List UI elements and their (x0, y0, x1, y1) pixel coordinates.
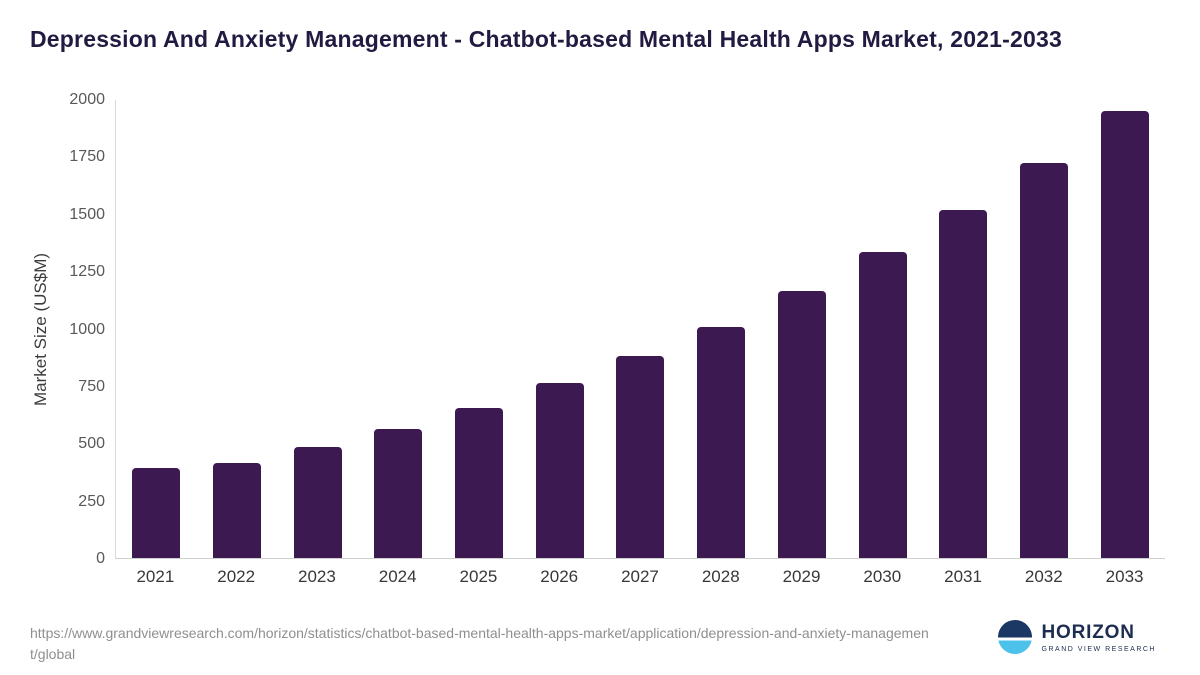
x-axis-label: 2024 (378, 567, 417, 586)
y-tick-label: 500 (78, 435, 105, 453)
bar-column (600, 100, 681, 558)
bar-column (358, 100, 439, 558)
y-tick-label: 1250 (69, 263, 105, 281)
y-tick-label: 750 (78, 377, 105, 395)
bar (293, 446, 342, 558)
bar-column (762, 100, 843, 558)
bar (858, 252, 907, 558)
x-axis-label: 2029 (782, 567, 821, 586)
y-axis-ticks: 0 250 500 750 1000 1250 1500 1750 2000 (0, 91, 105, 567)
horizon-logo-icon (997, 620, 1032, 654)
y-tick-label: 250 (78, 492, 105, 510)
y-tick-label: 1000 (69, 320, 105, 338)
bar-column (1084, 100, 1165, 558)
y-tick-label: 2000 (69, 91, 105, 108)
y-tick-label: 0 (96, 550, 105, 567)
bar (616, 356, 665, 558)
bar (1100, 111, 1149, 558)
x-axis-label: 2031 (944, 567, 982, 586)
y-tick-label: 1750 (69, 148, 105, 166)
bars (116, 100, 1165, 558)
bar (1019, 162, 1068, 558)
bar-column (842, 100, 923, 558)
bar-column (519, 100, 600, 558)
x-axis-label: 2027 (621, 567, 659, 586)
bar (132, 467, 181, 558)
plot-area (115, 100, 1165, 559)
y-tick-label: 1500 (69, 205, 105, 223)
x-axis-label: 2032 (1024, 567, 1063, 586)
bar-column (277, 100, 358, 558)
horizon-logo: HORIZON GRAND VIEW RESEARCH (997, 620, 1156, 654)
bar (374, 428, 423, 558)
bar-column (681, 100, 762, 558)
bar (939, 209, 988, 558)
x-axis-label: 2026 (540, 567, 579, 586)
bar (535, 382, 584, 558)
logo-text: HORIZON GRAND VIEW RESEARCH (1042, 622, 1156, 653)
chart-title: Depression And Anxiety Management - Chat… (30, 26, 1062, 52)
bar (777, 291, 826, 558)
bar-column (1004, 100, 1085, 558)
logo-subtitle: GRAND VIEW RESEARCH (1041, 645, 1156, 653)
bar (455, 408, 504, 558)
x-axis-label: 2021 (136, 567, 175, 586)
bar (697, 326, 746, 558)
bar-column (197, 100, 278, 558)
x-axis-label: 2028 (701, 567, 740, 586)
logo-name: HORIZON (1041, 621, 1135, 643)
bar (213, 462, 262, 558)
bar-column (923, 100, 1004, 558)
x-axis-label: 2022 (217, 567, 256, 586)
x-axis-label: 2033 (1105, 567, 1144, 586)
bar-column (439, 100, 520, 558)
source-url: https://www.grandviewresearch.com/horizo… (30, 625, 929, 662)
bar-column (116, 100, 197, 558)
x-axis-label: 2025 (459, 567, 498, 586)
x-axis-label: 2023 (298, 567, 336, 586)
x-axis-labels: 2021 2022 2023 2024 2025 2026 2027 2028 2029 2030… (115, 567, 1165, 587)
x-axis-label: 2030 (863, 567, 902, 586)
